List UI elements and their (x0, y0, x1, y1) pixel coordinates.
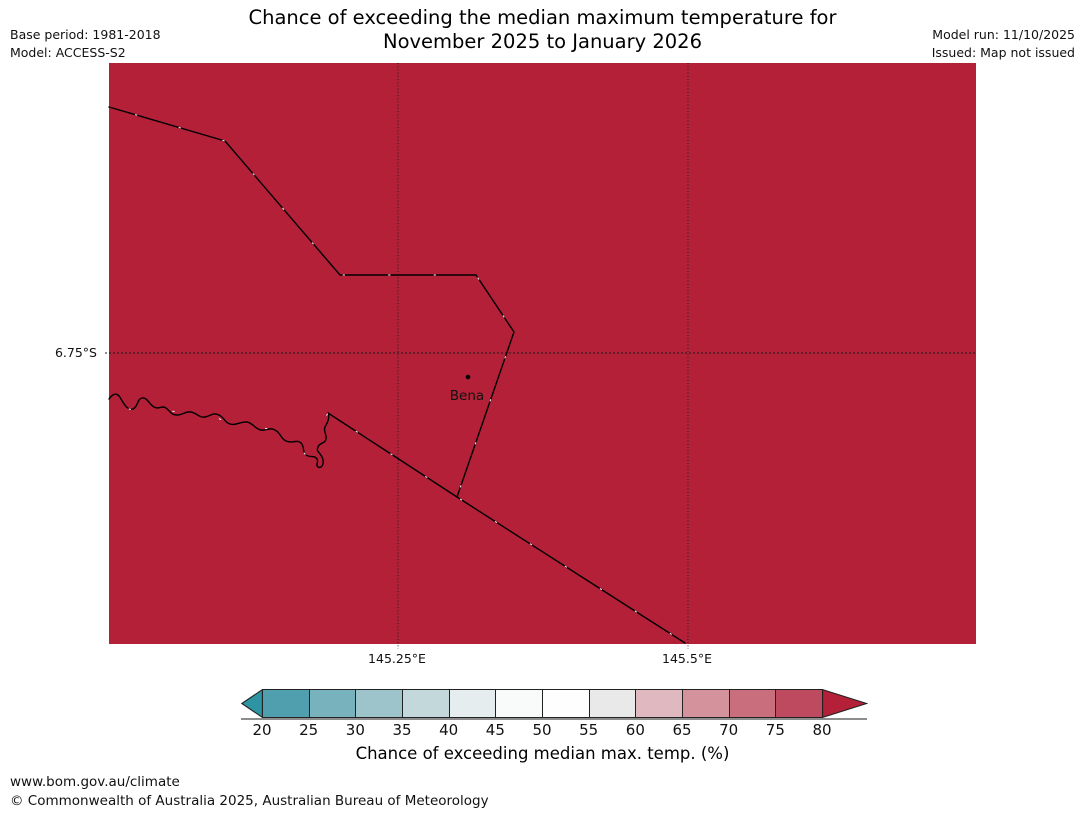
page-title: Chance of exceeding the median maximum t… (0, 6, 1085, 53)
colorbar-tick-label: 45 (485, 721, 505, 739)
model-run-text: Model run: 11/10/2025 (932, 27, 1075, 42)
colorbar-cell (262, 689, 310, 718)
boundary-river (108, 393, 330, 469)
colorbar-tick-label: 40 (439, 721, 459, 739)
title-line1: Chance of exceeding the median maximum t… (248, 6, 837, 29)
model-info: Base period: 1981-2018 Model: ACCESS-S2 (10, 26, 161, 61)
colorbar-cell (588, 689, 637, 718)
boundary-lines (108, 106, 686, 644)
colorbar-cell (542, 689, 590, 718)
colorbar-right-arrow (822, 689, 868, 718)
colorbar-cell (495, 689, 544, 718)
boundary-diagonal (327, 412, 686, 644)
lon-tick-label-145-25: 145.25°E (368, 651, 426, 666)
colorbar-cell (448, 689, 497, 718)
colorbar-caption: Chance of exceeding median max. temp. (%… (355, 744, 730, 763)
boundary-north (108, 106, 515, 498)
colorbar-tick-label: 50 (532, 721, 552, 739)
colorbar-cell (402, 689, 450, 718)
base-period-text: Base period: 1981-2018 (10, 27, 161, 42)
lon-tick-label-145-5: 145.5°E (662, 651, 712, 666)
colorbar-baseline (241, 718, 867, 720)
colorbar-tick-label: 75 (765, 721, 785, 739)
town-label: Bena (450, 388, 484, 404)
graticule (105, 63, 976, 649)
colorbar-tick-label: 25 (299, 721, 319, 739)
issued-text: Issued: Map not issued (931, 44, 1075, 60)
colorbar-tick-label: 60 (625, 721, 645, 739)
colorbar-cell (355, 689, 404, 718)
colorbar-left-arrow (241, 689, 263, 718)
colorbar-tick-label: 30 (345, 721, 365, 739)
town-marker-dot (465, 374, 471, 380)
model-text: Model: ACCESS-S2 (10, 44, 126, 60)
colorbar-cell (682, 689, 730, 718)
colorbar-cells (262, 689, 824, 718)
colorbar-tick-label: 55 (579, 721, 599, 739)
colorbar-tick-label: 20 (252, 721, 272, 739)
lat-tick-label: 6.75°S (54, 345, 97, 360)
footer-url: www.bom.gov.au/climate (10, 774, 180, 790)
colorbar (241, 689, 868, 720)
colorbar-cell (635, 689, 684, 718)
colorbar-tick-label: 80 (812, 721, 832, 739)
colorbar-cell (775, 689, 824, 718)
colorbar-cell (728, 689, 777, 718)
colorbar-ticks: 20 25 30 35 40 45 50 55 60 65 70 75 80 (241, 721, 867, 739)
map-canvas: Bena (105, 63, 976, 649)
colorbar-cell (308, 689, 357, 718)
footer-copyright: © Commonwealth of Australia 2025, Austra… (10, 793, 489, 809)
colorbar-tick-label: 70 (719, 721, 739, 739)
run-info: Model run: 11/10/2025 Issued: Map not is… (932, 26, 1075, 61)
colorbar-tick-label: 35 (392, 721, 412, 739)
colorbar-tick-label: 65 (672, 721, 692, 739)
title-line2: November 2025 to January 2026 (383, 29, 702, 53)
